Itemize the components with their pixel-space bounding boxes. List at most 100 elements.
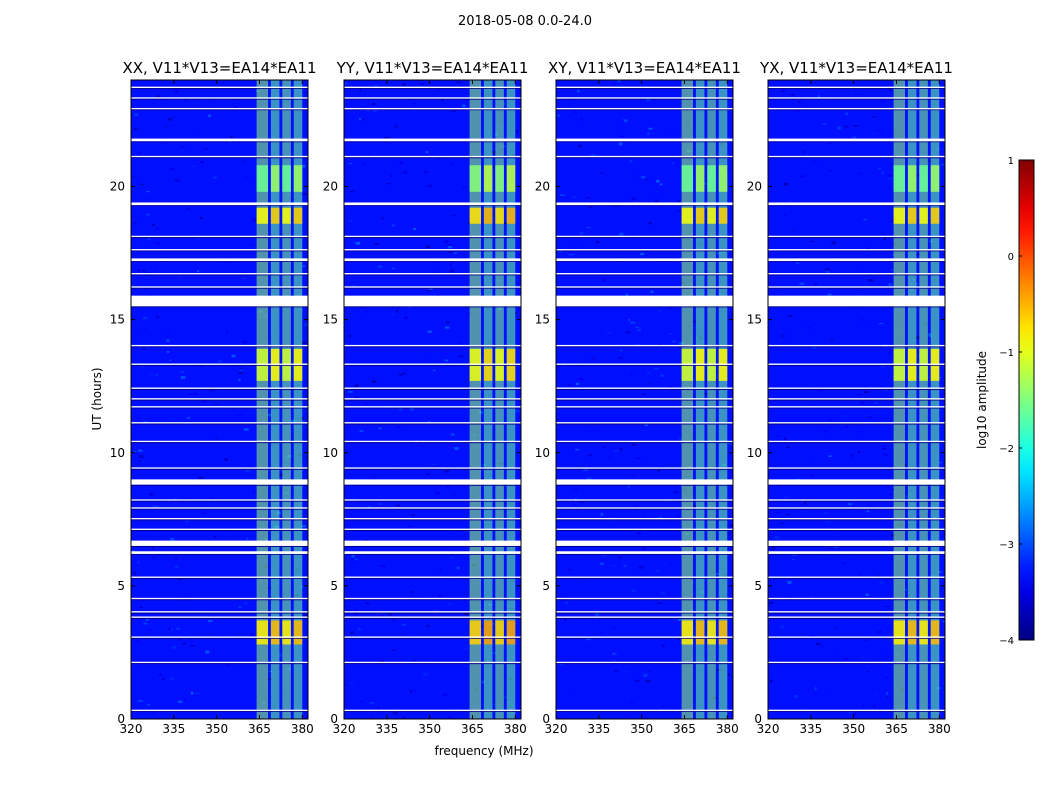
flagged-interval <box>131 97 308 99</box>
noise-speckle <box>451 433 455 436</box>
noise-speckle <box>615 257 619 259</box>
noise-speckle <box>410 408 414 411</box>
noise-speckle <box>409 690 413 693</box>
noise-speckle <box>232 103 236 105</box>
noise-speckle <box>847 503 853 506</box>
noise-speckle <box>607 456 613 459</box>
noise-speckle <box>246 537 249 541</box>
flagged-interval <box>768 661 945 664</box>
noise-speckle <box>303 192 307 196</box>
colorbar-tick-label: −4 <box>999 636 1014 647</box>
noise-speckle <box>392 711 397 714</box>
noise-speckle <box>644 424 648 427</box>
flagged-interval <box>768 107 945 110</box>
noise-speckle <box>612 628 617 630</box>
flagged-interval <box>344 507 521 509</box>
noise-speckle <box>132 176 135 178</box>
noise-speckle <box>381 217 384 220</box>
noise-speckle <box>827 419 832 421</box>
noise-speckle <box>784 496 790 498</box>
noise-speckle <box>153 267 157 271</box>
flagged-interval <box>131 273 308 275</box>
noise-speckle <box>137 152 141 154</box>
y-tick-label: 10 <box>535 446 550 460</box>
noise-speckle <box>567 384 571 386</box>
noise-speckle <box>642 514 645 516</box>
noise-speckle <box>351 554 355 558</box>
flagged-interval <box>556 440 733 443</box>
flagged-interval <box>131 202 308 206</box>
rfi-burst <box>483 165 493 192</box>
noise-speckle <box>817 95 820 98</box>
noise-speckle <box>564 618 567 622</box>
noise-speckle <box>214 403 219 405</box>
noise-speckle <box>174 89 178 92</box>
noise-speckle <box>649 131 654 134</box>
flagged-interval <box>556 517 733 520</box>
noise-speckle <box>693 505 697 508</box>
noise-speckle <box>479 607 485 611</box>
noise-speckle <box>826 327 830 329</box>
noise-speckle <box>403 171 407 174</box>
noise-speckle <box>619 142 623 146</box>
noise-speckle <box>502 222 508 225</box>
rfi-burst <box>293 207 303 224</box>
noise-speckle <box>451 556 455 559</box>
noise-speckle <box>432 610 438 612</box>
noise-speckle <box>786 446 790 449</box>
rfi-burst <box>495 348 504 381</box>
noise-speckle <box>177 637 182 641</box>
noise-speckle <box>424 170 428 173</box>
noise-speckle <box>502 145 506 148</box>
noise-speckle <box>131 283 135 287</box>
noise-speckle <box>614 669 618 672</box>
noise-speckle <box>433 256 438 259</box>
noise-speckle <box>481 477 485 481</box>
noise-speckle <box>559 194 565 196</box>
noise-speckle <box>929 334 933 338</box>
noise-speckle <box>441 98 444 102</box>
noise-speckle <box>647 132 650 136</box>
rfi-burst <box>270 165 280 192</box>
noise-speckle <box>825 270 830 274</box>
noise-speckle <box>853 125 859 127</box>
flagged-interval <box>556 479 733 485</box>
noise-speckle <box>436 271 439 274</box>
noise-speckle <box>450 269 454 273</box>
rfi-burst <box>506 207 516 224</box>
noise-speckle <box>727 673 731 676</box>
noise-speckle <box>617 80 621 82</box>
noise-speckle <box>852 713 857 716</box>
noise-speckle <box>599 172 605 174</box>
noise-speckle <box>350 190 355 193</box>
noise-speckle <box>809 240 815 242</box>
noise-speckle <box>303 579 307 582</box>
noise-speckle <box>672 341 677 343</box>
flagged-interval <box>131 467 308 469</box>
flagged-interval <box>131 138 308 142</box>
y-tick-label: 10 <box>747 446 762 460</box>
flagged-interval <box>768 86 945 88</box>
noise-speckle <box>623 671 628 673</box>
noise-speckle <box>890 181 896 183</box>
noise-speckle <box>199 364 203 368</box>
flagged-interval <box>131 398 308 400</box>
noise-speckle <box>577 144 582 148</box>
flagged-interval <box>131 344 308 347</box>
y-tick-label: 15 <box>110 313 125 327</box>
y-tick-label: 5 <box>754 579 762 593</box>
noise-speckle <box>887 351 891 354</box>
rfi-burst <box>483 348 493 381</box>
noise-speckle <box>611 564 616 567</box>
flagged-interval <box>556 467 733 469</box>
noise-speckle <box>642 392 645 396</box>
flagged-interval <box>556 611 733 613</box>
rfi-burst <box>681 165 694 192</box>
colorbar-tick-label: −3 <box>999 540 1014 551</box>
noise-speckle <box>160 141 165 144</box>
noise-speckle <box>878 130 883 133</box>
noise-speckle <box>410 590 414 593</box>
noise-speckle <box>458 355 464 358</box>
rfi-burst <box>681 207 694 224</box>
